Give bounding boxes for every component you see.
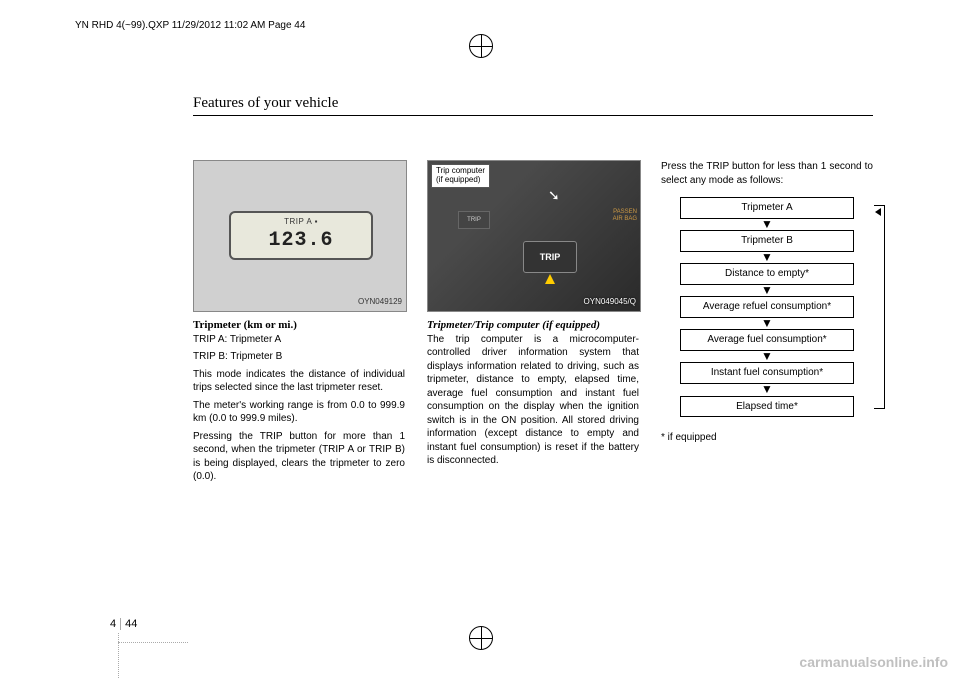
col1-line1: TRIP A: Tripmeter A xyxy=(193,333,405,347)
yellow-arrow-icon xyxy=(545,274,555,284)
flow-box-0: Tripmeter A xyxy=(680,197,854,219)
small-trip-button: TRIP xyxy=(458,211,490,229)
flow-box-4: Average fuel consumption* xyxy=(680,329,854,351)
watermark: carmanualsonline.info xyxy=(799,654,948,670)
trip-button: TRIP xyxy=(523,241,577,273)
flow-arrow-icon: ▼ xyxy=(761,220,773,230)
lcd-value: 123.6 xyxy=(268,227,333,254)
col1-para2: The meter's working range is from 0.0 to… xyxy=(193,399,405,426)
col2-para1: The trip computer is a microcomputer-con… xyxy=(427,333,639,468)
flow-box-6: Elapsed time* xyxy=(680,396,854,418)
white-arrow-icon: ➘ xyxy=(548,186,560,205)
col3-note: * if equipped xyxy=(661,431,873,445)
crop-mark-bottom xyxy=(469,626,493,650)
page-number: 4 44 xyxy=(110,618,137,630)
column-1: TRIP A ▪ 123.6 OYN049129 Tripmeter (km o… xyxy=(193,160,405,488)
col2-heading: Tripmeter/Trip computer (if equipped) xyxy=(427,318,639,333)
flow-box-3: Average refuel consumption* xyxy=(680,296,854,318)
flow-return-arrow-icon xyxy=(875,208,881,216)
figure-trip-computer: Trip computer (if equipped) ➘ TRIP PASSE… xyxy=(427,160,641,312)
column-2: Trip computer (if equipped) ➘ TRIP PASSE… xyxy=(427,160,639,488)
print-header: YN RHD 4(~99).QXP 11/29/2012 11:02 AM Pa… xyxy=(75,20,305,31)
figure-tripmeter: TRIP A ▪ 123.6 OYN049129 xyxy=(193,160,407,312)
crop-mark-top xyxy=(469,34,493,58)
page-number-value: 44 xyxy=(125,618,137,630)
flow-arrow-icon: ▼ xyxy=(761,319,773,329)
lcd-trip-label: TRIP A ▪ xyxy=(284,217,318,228)
passenger-label: PASSEN AIR BAG xyxy=(613,209,637,222)
flow-box-2: Distance to empty* xyxy=(680,263,854,285)
col1-heading: Tripmeter (km or mi.) xyxy=(193,318,405,333)
figure-code-2: OYN049045/Q xyxy=(584,297,636,308)
col1-para3: Pressing the TRIP button for more than 1… xyxy=(193,430,405,484)
flow-return-line xyxy=(874,205,885,409)
figure-code-1: OYN049129 xyxy=(358,297,402,308)
col1-para1: This mode indicates the distance of indi… xyxy=(193,368,405,395)
lcd-display: TRIP A ▪ 123.6 xyxy=(229,211,373,260)
content-columns: TRIP A ▪ 123.6 OYN049129 Tripmeter (km o… xyxy=(193,160,873,488)
dotted-line-h xyxy=(118,641,188,643)
flow-box-5: Instant fuel consumption* xyxy=(680,362,854,384)
section-title: Features of your vehicle xyxy=(193,95,338,112)
flow-arrow-icon: ▼ xyxy=(761,286,773,296)
col3-para1: Press the TRIP button for less than 1 se… xyxy=(661,160,873,187)
column-3: Press the TRIP button for less than 1 se… xyxy=(661,160,873,488)
dotted-line-v xyxy=(118,633,120,678)
chapter-number: 4 xyxy=(110,618,121,630)
flow-box-1: Tripmeter B xyxy=(680,230,854,252)
title-underline xyxy=(193,115,873,116)
col1-line2: TRIP B: Tripmeter B xyxy=(193,350,405,364)
flow-diagram: Tripmeter A ▼ Tripmeter B ▼ Distance to … xyxy=(661,197,873,417)
figure-callout-label: Trip computer (if equipped) xyxy=(431,164,490,188)
flow-arrow-icon: ▼ xyxy=(761,253,773,263)
flow-arrow-icon: ▼ xyxy=(761,352,773,362)
flow-arrow-icon: ▼ xyxy=(761,385,773,395)
